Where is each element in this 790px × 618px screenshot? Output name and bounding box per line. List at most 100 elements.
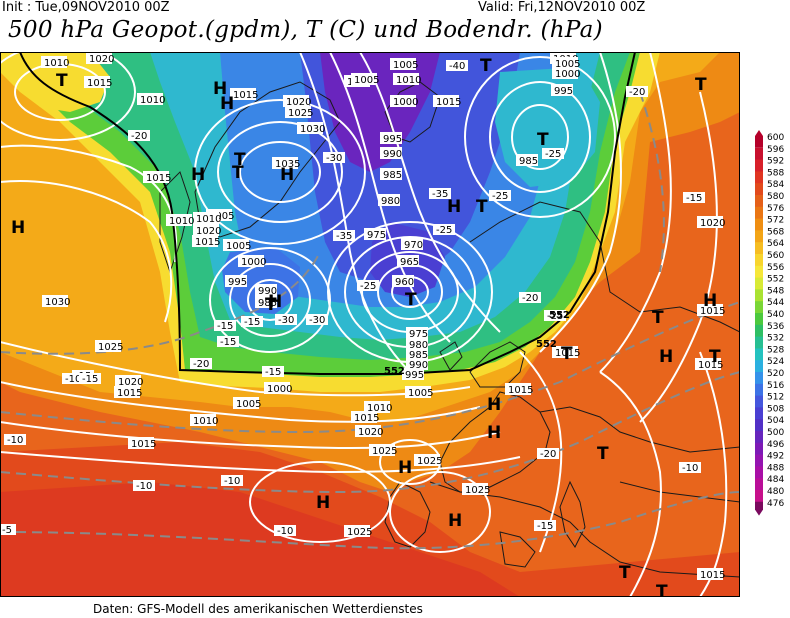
- svg-text:-20: -20: [193, 359, 209, 370]
- legend-swatch: [755, 159, 763, 172]
- svg-text:995: 995: [554, 86, 573, 97]
- svg-text:1015: 1015: [233, 90, 258, 101]
- temp-label: -25: [433, 224, 455, 236]
- low-marker: T: [709, 347, 721, 367]
- temp-label: -10: [62, 373, 84, 385]
- isobar-label: 1025: [344, 525, 372, 538]
- svg-text:985: 985: [409, 350, 428, 361]
- color-legend: 6005965925885845805765725685645605565525…: [755, 130, 784, 516]
- svg-text:1015: 1015: [698, 360, 723, 371]
- legend-swatch: [755, 419, 763, 432]
- legend-swatch: [755, 383, 763, 396]
- svg-text:1010: 1010: [193, 416, 218, 427]
- legend-labels: 6005965925885845805765725685645605565525…: [767, 133, 784, 509]
- isobar-label: 1015: [143, 171, 171, 184]
- svg-text:-15: -15: [244, 317, 260, 328]
- isobar-label: 1025: [95, 340, 123, 353]
- svg-text:1020: 1020: [89, 54, 114, 65]
- isobar-label: 990: [380, 147, 402, 160]
- isobar-label: 1015: [697, 568, 725, 581]
- svg-text:-10: -10: [65, 374, 81, 385]
- isobar-label: 1010: [41, 56, 69, 69]
- temp-label: -35: [429, 188, 451, 200]
- legend-swatch: [755, 336, 763, 349]
- svg-text:-25: -25: [360, 281, 376, 292]
- isobar-label: 1005: [552, 57, 580, 70]
- legend-label: 484: [767, 475, 784, 485]
- valid-time-label: Valid: Fri,12NOV2010 00Z: [478, 0, 646, 15]
- data-source-note: Daten: GFS-Modell des amerikanischen Wet…: [93, 602, 423, 616]
- low-marker: T: [561, 344, 573, 364]
- svg-text:985: 985: [519, 156, 538, 167]
- svg-text:-15: -15: [220, 337, 236, 348]
- svg-text:990: 990: [383, 149, 402, 160]
- svg-text:1020: 1020: [700, 218, 725, 229]
- legend-swatch: [755, 501, 763, 516]
- legend-label: 592: [767, 157, 784, 167]
- isobar-label: 980: [406, 338, 428, 351]
- svg-text:960: 960: [395, 277, 414, 288]
- isobar-label: 1020: [697, 216, 725, 229]
- legend-label: 496: [767, 440, 784, 450]
- legend-label: 492: [767, 452, 784, 462]
- isobar-label: 1025: [462, 483, 490, 496]
- svg-text:-25: -25: [547, 311, 563, 322]
- low-marker: T: [234, 150, 246, 170]
- svg-text:1025: 1025: [288, 108, 313, 119]
- low-marker: T: [656, 582, 668, 597]
- isobar-label: 1005: [351, 73, 379, 86]
- legend-swatch: [755, 431, 763, 444]
- svg-text:985: 985: [383, 170, 402, 181]
- temp-label: -10: [133, 480, 155, 492]
- svg-text:1005: 1005: [555, 59, 580, 70]
- temp-label: -15: [79, 373, 101, 385]
- geopot-label: 552: [549, 310, 570, 321]
- legend-swatch: [755, 348, 763, 361]
- legend-swatch: [755, 265, 763, 278]
- svg-text:-35: -35: [336, 231, 352, 242]
- svg-text:1000: 1000: [241, 257, 266, 268]
- legend-label: 540: [767, 310, 784, 320]
- isobar-label: 1015: [128, 437, 156, 450]
- temp-label: -15: [241, 316, 263, 328]
- temp-label: -25: [489, 190, 511, 202]
- svg-text:975: 975: [367, 230, 386, 241]
- legend-label: 480: [767, 487, 784, 497]
- isobar-label: 1030: [297, 122, 325, 135]
- temp-label: -10: [4, 434, 26, 446]
- svg-text:-20: -20: [629, 87, 645, 98]
- legend-swatch: [755, 147, 763, 160]
- temp-label: -30: [306, 314, 328, 326]
- legend-label: 548: [767, 286, 784, 296]
- svg-text:1005: 1005: [236, 399, 261, 410]
- isobar-label: 1010: [193, 212, 221, 225]
- svg-text:1025: 1025: [465, 485, 490, 496]
- svg-text:-25: -25: [436, 225, 452, 236]
- svg-text:1000: 1000: [393, 97, 418, 108]
- low-marker: T: [265, 295, 277, 315]
- isobar-label: 975: [406, 327, 428, 340]
- isobar-label: 985: [380, 168, 402, 181]
- legend-label: 532: [767, 334, 784, 344]
- isobar-label: 990: [255, 284, 277, 297]
- svg-text:990: 990: [409, 360, 428, 371]
- svg-text:-10: -10: [682, 463, 698, 474]
- isobar-label: 1010: [190, 414, 218, 427]
- svg-text:1015: 1015: [436, 97, 461, 108]
- svg-text:980: 980: [381, 196, 400, 207]
- isobar-label: 985: [516, 154, 538, 167]
- temp-label: -15: [683, 192, 705, 204]
- svg-text:1005: 1005: [393, 60, 418, 71]
- isobar-label: 1020: [355, 425, 383, 438]
- legend-swatch: [755, 490, 763, 503]
- isobar-label: 1000: [552, 67, 580, 80]
- svg-text:980: 980: [409, 340, 428, 351]
- svg-text:1005: 1005: [226, 241, 251, 252]
- legend-label: 508: [767, 404, 784, 414]
- isobar-label: 985: [255, 296, 277, 309]
- high-marker: H: [447, 197, 461, 217]
- low-pressure-markers: T T T T T T T T T T T T T T T: [56, 56, 721, 597]
- isobar-label: 1015: [433, 95, 461, 108]
- isobar-labels: 1010 1020 1015 1010 1015 1005 1010 1020 …: [41, 52, 725, 581]
- temp-label: -25: [542, 148, 564, 160]
